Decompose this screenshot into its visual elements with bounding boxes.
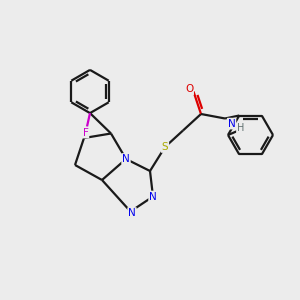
- Text: N: N: [122, 154, 130, 164]
- Text: F: F: [82, 128, 88, 138]
- Text: N: N: [149, 191, 157, 202]
- Text: N: N: [228, 118, 236, 129]
- Text: N: N: [128, 208, 136, 218]
- Text: O: O: [185, 84, 193, 94]
- Text: S: S: [162, 142, 168, 152]
- Text: H: H: [237, 123, 244, 134]
